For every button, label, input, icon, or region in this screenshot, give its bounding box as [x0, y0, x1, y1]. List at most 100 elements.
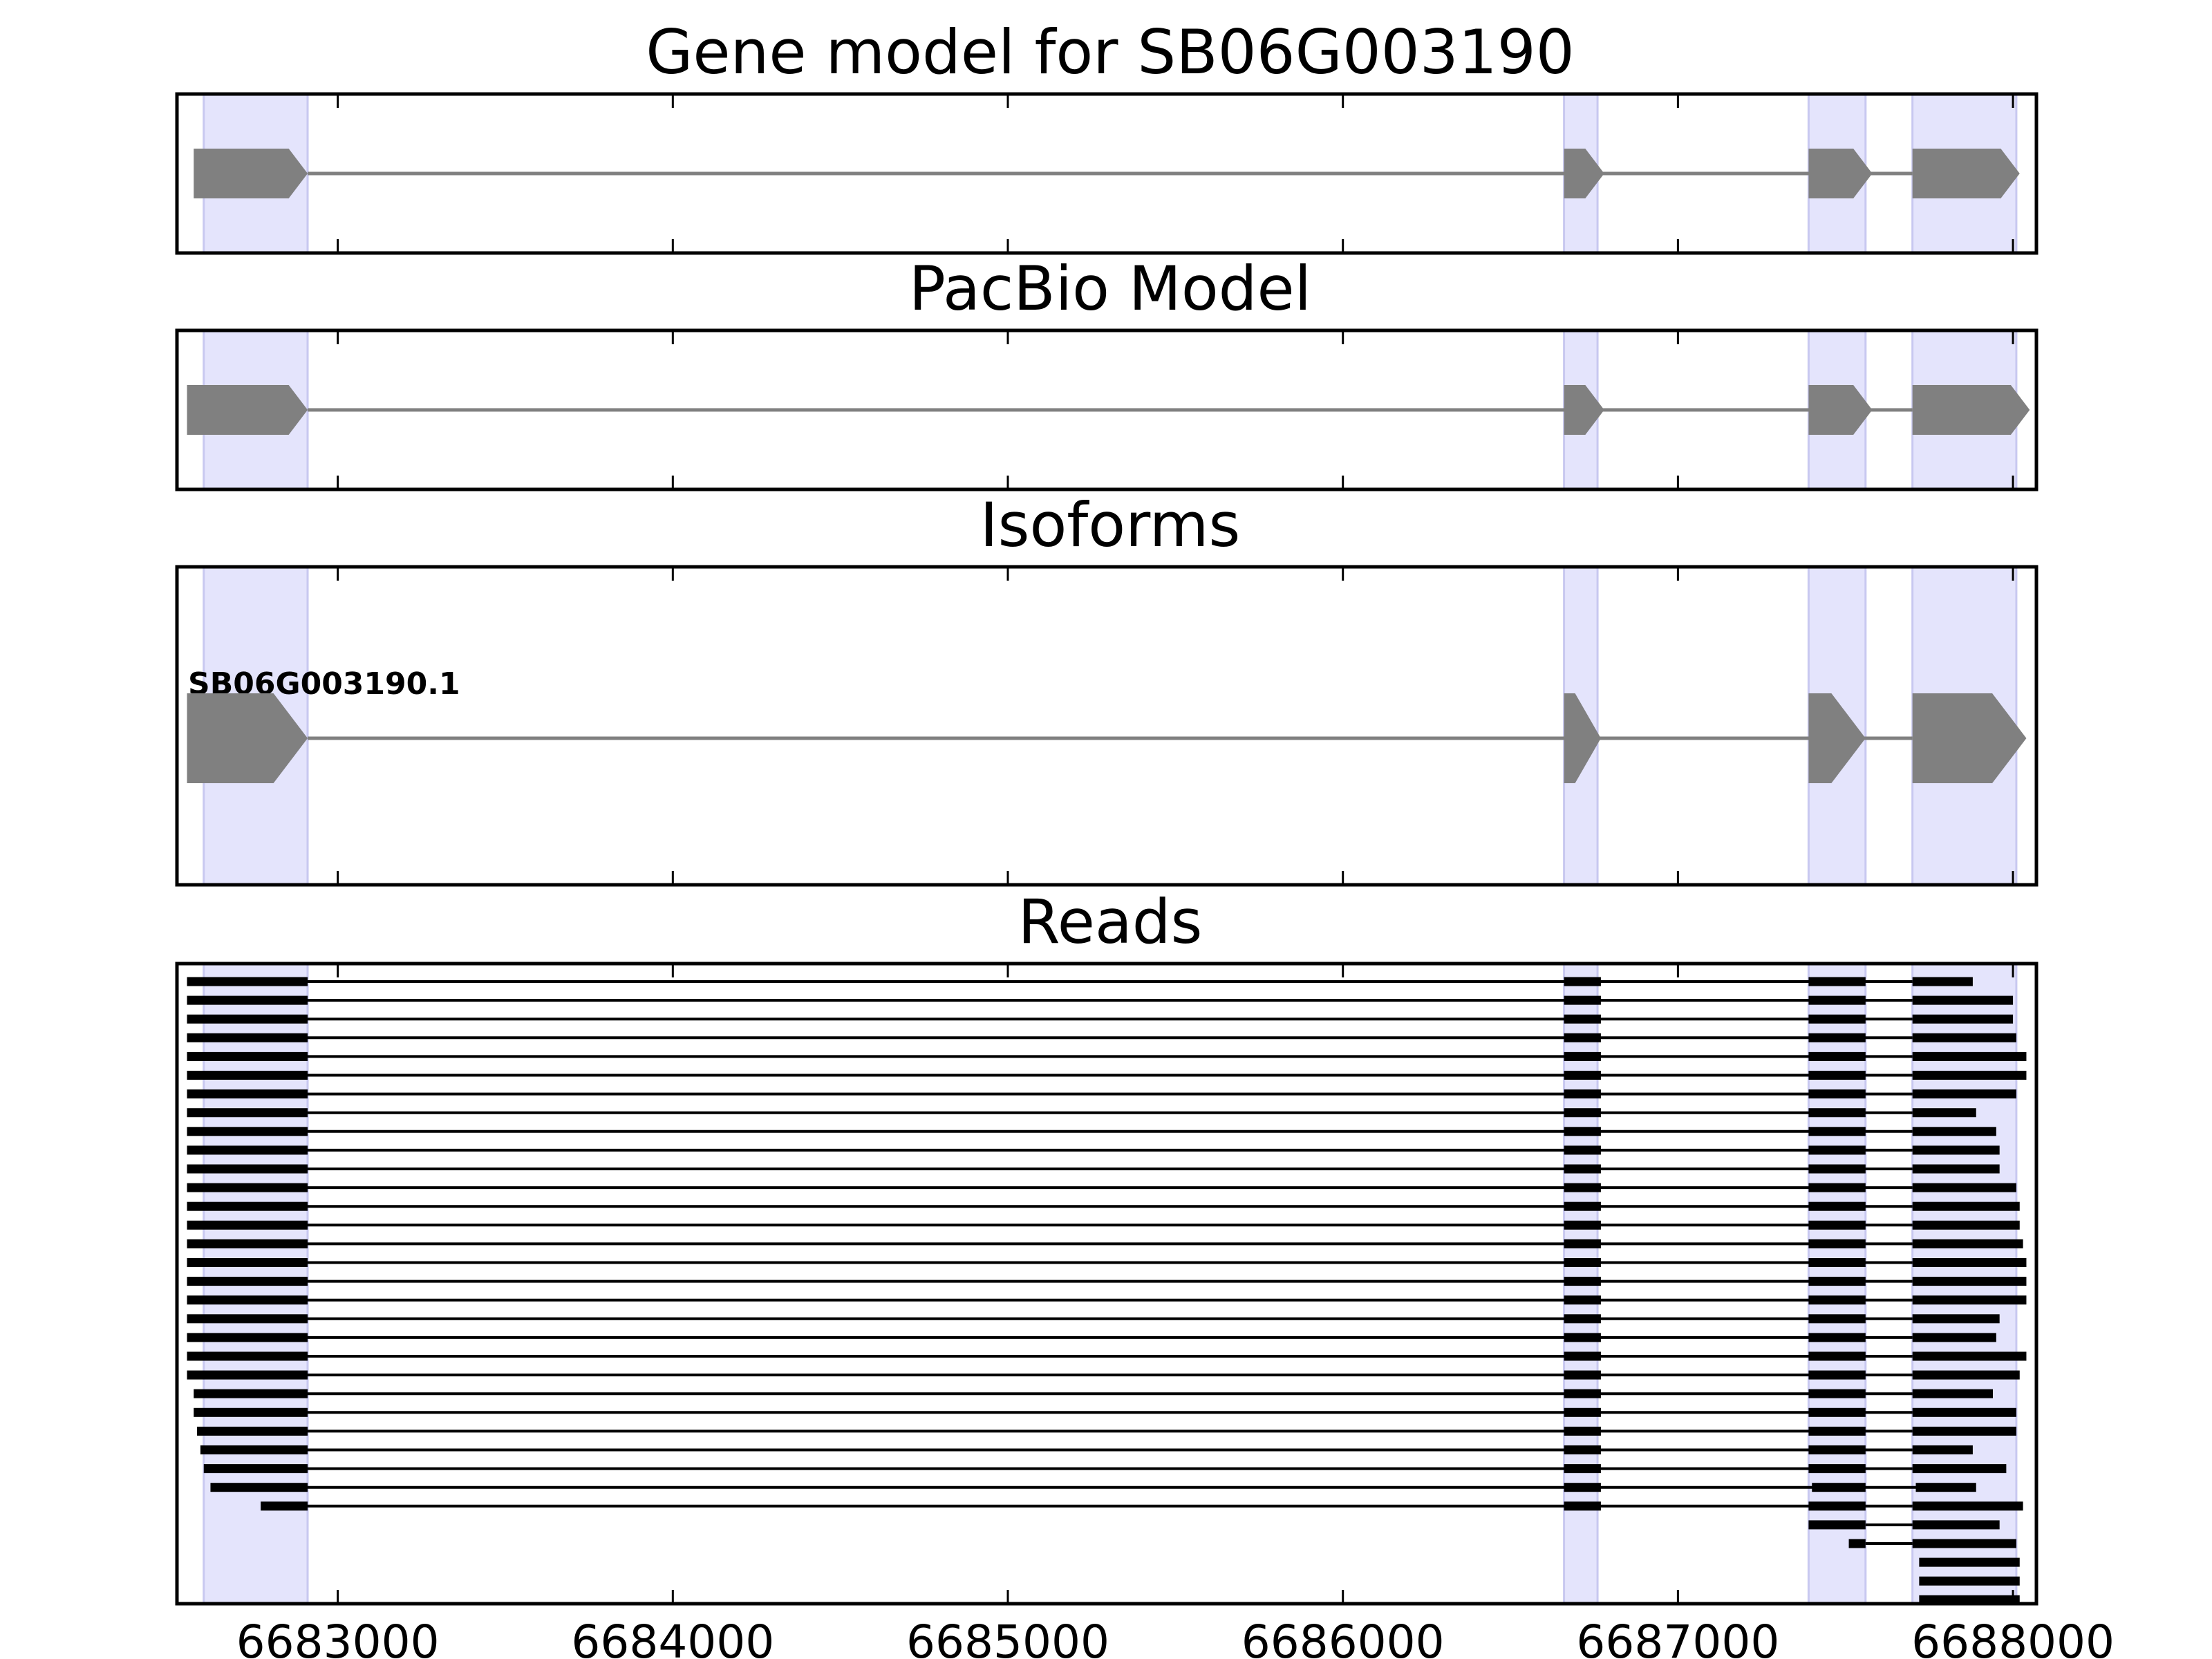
read-exon-block — [1564, 977, 1601, 986]
read-exon-block — [1564, 995, 1601, 1005]
read-exon-block — [1808, 1351, 1866, 1361]
read-exon-block — [1564, 1051, 1601, 1061]
reads-panel: Reads — [175, 886, 2038, 1606]
read-exon-block — [187, 1145, 308, 1155]
read-exon-block — [1912, 1370, 2020, 1380]
read-exon-block — [1808, 1145, 1866, 1155]
read-exon-block — [1912, 1445, 1973, 1454]
read-exon-block — [1912, 1014, 2014, 1024]
read-exon-block — [1808, 1407, 1866, 1417]
read-exon-block — [1564, 1370, 1601, 1380]
read-exon-block — [194, 1389, 308, 1398]
exon-block — [1912, 693, 2027, 783]
read-exon-block — [1564, 1351, 1601, 1361]
read-exon-block — [1564, 1464, 1601, 1474]
read-exon-block — [194, 1407, 308, 1417]
exon-block — [1808, 693, 1866, 783]
read-exon-block — [187, 995, 308, 1005]
exon-block — [1912, 149, 2020, 198]
read-exon-block — [1912, 1295, 2027, 1305]
isoforms-panel: Isoforms SB06G003190.1 — [175, 489, 2038, 887]
read-exon-block — [1564, 1258, 1601, 1267]
read-exon-block — [187, 1033, 308, 1042]
pacbio-model-title: PacBio Model — [909, 253, 1311, 324]
read-exon-block — [1564, 1145, 1601, 1155]
read-exon-block — [187, 1071, 308, 1080]
exon-block — [1564, 693, 1601, 783]
read-exon-block — [200, 1445, 308, 1454]
read-exon-block — [1564, 1220, 1601, 1230]
read-exon-block — [187, 1014, 308, 1024]
read-exon-block — [1808, 1089, 1866, 1099]
panel-frame — [175, 962, 2038, 1606]
read-exon-block — [1912, 1258, 2027, 1267]
read-exon-block — [1912, 1201, 2020, 1211]
read-exon-block — [1564, 1127, 1601, 1136]
read-exon-block — [1808, 1127, 1866, 1136]
read-exon-block — [1808, 1426, 1866, 1436]
reads-title: Reads — [1018, 886, 1203, 957]
read-exon-block — [1912, 1164, 2000, 1174]
x-tick-label: 6685000 — [906, 1615, 1109, 1659]
read-exon-block — [187, 1239, 308, 1248]
read-exon-block — [1564, 1071, 1601, 1080]
read-exon-block — [1564, 1389, 1601, 1398]
x-tick-label: 6688000 — [1911, 1615, 2115, 1659]
exon-block — [1808, 385, 1873, 435]
read-exon-block — [187, 1314, 308, 1324]
exon-block — [1808, 149, 1873, 198]
read-exon-block — [1564, 1014, 1601, 1024]
read-exon-block — [1808, 1314, 1866, 1324]
exon-block — [187, 693, 308, 783]
x-tick-label: 6687000 — [1576, 1615, 1779, 1659]
exon-block — [1564, 385, 1604, 435]
read-exon-block — [1808, 1445, 1866, 1454]
read-exon-block — [1912, 1145, 2000, 1155]
read-exon-block — [1912, 1314, 2000, 1324]
read-exon-block — [187, 1089, 308, 1099]
exon-block — [187, 385, 308, 435]
read-exon-block — [1564, 1295, 1601, 1305]
read-exon-block — [1808, 1295, 1866, 1305]
read-exon-block — [1808, 1239, 1866, 1248]
read-exon-block — [1915, 1483, 1976, 1492]
panel-frame — [175, 328, 2038, 491]
exon-block — [1564, 149, 1604, 198]
read-exon-block — [1812, 1483, 1866, 1492]
read-exon-block — [1808, 1520, 1866, 1530]
read-exon-block — [1564, 1426, 1601, 1436]
read-exon-block — [1912, 1389, 1993, 1398]
panel-frame — [175, 92, 2038, 255]
read-exon-block — [1564, 1407, 1601, 1417]
read-exon-block — [187, 1201, 308, 1211]
read-exon-block — [1808, 977, 1866, 986]
read-exon-block — [187, 1258, 308, 1267]
read-exon-block — [1564, 1333, 1601, 1342]
read-exon-block — [187, 1183, 308, 1192]
read-exon-block — [1912, 1033, 2016, 1042]
read-exon-block — [1912, 1351, 2027, 1361]
read-exon-block — [187, 1370, 308, 1380]
read-exon-block — [1564, 1183, 1601, 1192]
read-exon-block — [1919, 1576, 2020, 1586]
read-exon-block — [1808, 1370, 1866, 1380]
read-exon-block — [1564, 1239, 1601, 1248]
read-exon-block — [187, 1220, 308, 1230]
x-axis: 6683000 6684000 6685000 6686000 6687000 66880… — [236, 1615, 2115, 1659]
read-exon-block — [1848, 1539, 1866, 1548]
gene-model-title: Gene model for SB06G003190 — [646, 17, 1575, 88]
read-exon-block — [1808, 1201, 1866, 1211]
read-exon-block — [187, 1277, 308, 1286]
read-exon-block — [1564, 1033, 1601, 1042]
read-exon-block — [1564, 1314, 1601, 1324]
read-exon-block — [187, 1164, 308, 1174]
read-exon-block — [1808, 1033, 1866, 1042]
read-exon-block — [1564, 1089, 1601, 1099]
read-exon-block — [1564, 1483, 1601, 1492]
read-exon-block — [1808, 1389, 1866, 1398]
x-tick-label: 6686000 — [1241, 1615, 1445, 1659]
gene-model-panel: Gene model for SB06G003190 — [175, 17, 2038, 255]
read-exon-block — [1912, 1127, 1996, 1136]
read-exon-block — [1808, 1464, 1866, 1474]
